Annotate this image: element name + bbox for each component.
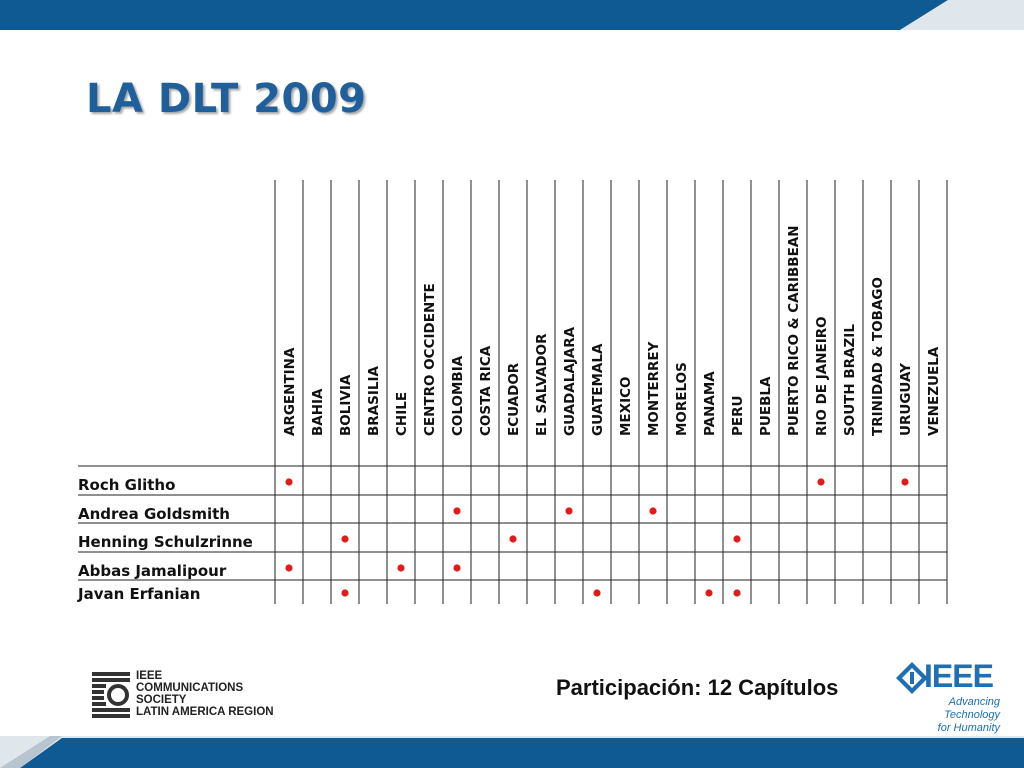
row-label: Andrea Goldsmith: [78, 505, 230, 523]
column-header: BOLIVIA: [338, 374, 354, 436]
participation-dot: [733, 535, 741, 543]
comsoc-line-3: SOCIETY: [136, 694, 187, 706]
participation-table: ARGENTINA BAHIA BOLIVIA BRASILIA CHILE CENTRO…: [77, 180, 948, 604]
bottom-decorative-bar: [0, 736, 1024, 768]
row-label: Henning Schulzrinne: [78, 533, 253, 551]
column-header: URUGUAY: [898, 363, 914, 436]
comsoc-logo-text: IEEE COMMUNICATIONS SOCIETY LATIN AMERIC…: [136, 670, 274, 718]
ieee-tagline-line-2: for Humanity: [937, 722, 1000, 734]
participation-dot: [817, 478, 825, 486]
column-header: EL SALVADOR: [534, 333, 550, 436]
participation-dot: [509, 535, 517, 543]
comsoc-c-logo-icon: [92, 672, 130, 718]
column-header: COLOMBIA: [450, 355, 466, 436]
column-header: TRINIDAD & TOBAGO: [870, 277, 886, 436]
participation-dot: [453, 564, 461, 572]
participation-dot: [733, 589, 741, 597]
slide-title: LA DLT 2009: [86, 76, 367, 122]
row-label: Javan Erfanian: [77, 585, 200, 603]
column-header: CENTRO OCCIDENTE: [422, 283, 438, 436]
comsoc-line-2: COMMUNICATIONS: [136, 682, 244, 694]
ieee-wordmark: IEEE: [924, 658, 994, 694]
participation-dot: [453, 507, 461, 515]
column-header: GUADALAJARA: [562, 326, 578, 436]
column-header: MORELOS: [674, 362, 690, 436]
participation-dot: [705, 589, 713, 597]
participation-dot: [901, 478, 909, 486]
column-header: GUATEMALA: [590, 343, 606, 436]
participation-dot: [565, 507, 573, 515]
column-header: PERU: [730, 396, 746, 436]
ieee-tagline: Advancing Technology for Humanity: [896, 696, 1000, 735]
column-header: BRASILIA: [366, 365, 382, 436]
column-header: SOUTH BRAZIL: [842, 324, 858, 436]
participation-dot: [649, 507, 657, 515]
column-header: ECUADOR: [506, 362, 522, 436]
column-header: PANAMA: [702, 371, 718, 436]
row-label: Roch Glitho: [78, 476, 175, 494]
column-header: BAHIA: [310, 388, 326, 436]
participation-dot: [593, 589, 601, 597]
column-header: PUEBLA: [758, 376, 774, 436]
column-header: VENEZUELA: [926, 346, 942, 436]
column-header: PUERTO RICO & CARIBBEAN: [786, 225, 802, 436]
comsoc-line-4: LATIN AMERICA REGION: [136, 706, 274, 718]
column-header: COSTA RICA: [478, 345, 494, 436]
participation-dot: [285, 564, 293, 572]
participation-dot: [285, 478, 293, 486]
column-header: MONTERREY: [646, 341, 662, 436]
ieee-tagline-line-1: Advancing Technology: [944, 696, 1000, 721]
ieee-diamond-icon: [896, 662, 928, 694]
row-label: Abbas Jamalipour: [78, 562, 227, 580]
participation-dot: [341, 589, 349, 597]
column-header: RIO DE JANEIRO: [814, 316, 830, 436]
column-header: CHILE: [394, 392, 410, 436]
top-decorative-bar: [0, 0, 1024, 30]
column-header: MEXICO: [618, 377, 634, 436]
participation-dot: [397, 564, 405, 572]
participation-caption: Participación: 12 Capítulos: [556, 675, 839, 700]
column-header: ARGENTINA: [282, 347, 298, 436]
comsoc-line-1: IEEE: [136, 670, 163, 682]
participation-dot: [341, 535, 349, 543]
